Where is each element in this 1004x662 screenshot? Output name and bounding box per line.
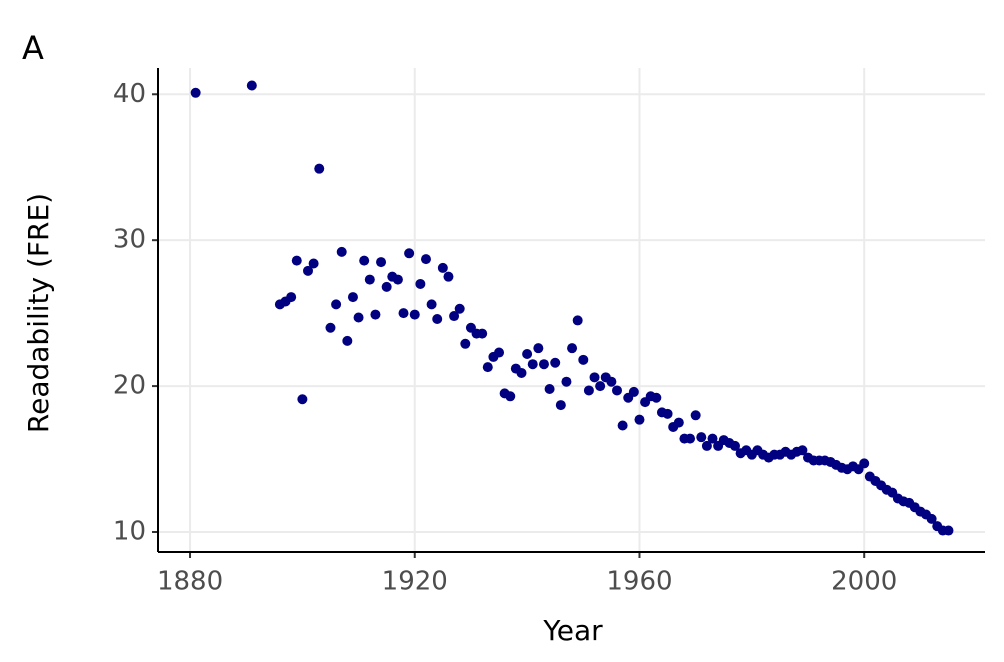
point [595,381,606,392]
point [555,400,566,411]
point [246,80,257,91]
point [859,458,870,469]
point [376,257,387,268]
point [673,417,684,428]
point [331,299,342,310]
point [634,414,645,425]
point [662,408,673,419]
point [190,87,201,98]
point [701,440,712,451]
point [291,255,302,266]
point [370,309,381,320]
point [516,367,527,378]
point [404,248,415,259]
x-tick-label: 1880 [157,567,223,597]
y-tick-label: 30 [113,225,146,255]
y-tick-label: 20 [113,371,146,401]
point [612,385,623,396]
point [303,265,314,276]
point [359,255,370,266]
point [381,281,392,292]
point [432,313,443,324]
point [522,348,533,359]
point [420,254,431,265]
point [943,525,954,536]
point [314,163,325,174]
point [729,440,740,451]
point [409,309,420,320]
point [544,384,555,395]
point [567,343,578,354]
point [583,385,594,396]
y-axis-label: Readability (FRE) [22,193,55,433]
point [533,343,544,354]
point [398,308,409,319]
point [336,246,347,257]
point [628,386,639,397]
point [342,335,353,346]
panel-label: A [22,29,44,67]
point [797,445,808,456]
point [415,278,426,289]
point [482,362,493,373]
point [286,292,297,303]
point [561,376,572,387]
point [707,433,718,444]
point [460,338,471,349]
y-tick-label: 10 [113,517,146,547]
point [578,354,589,365]
point [550,357,561,368]
point [690,410,701,421]
point [297,394,308,405]
point [437,262,448,273]
point [308,258,319,269]
point [426,299,437,310]
point [347,292,358,303]
point [353,312,364,323]
point [606,376,617,387]
point [926,513,937,524]
point [392,274,403,285]
point [477,328,488,339]
point [325,322,336,333]
point [494,347,505,358]
point [617,420,628,431]
x-tick-label: 2000 [831,567,897,597]
point [651,392,662,403]
x-tick-label: 1960 [606,567,672,597]
point [572,315,583,326]
y-tick-label: 40 [113,79,146,109]
point [449,311,460,322]
point [527,359,538,370]
point [589,372,600,383]
point [364,274,375,285]
point [685,433,696,444]
point [443,271,454,282]
point [454,303,465,314]
point [505,391,516,402]
x-tick-label: 1920 [382,567,448,597]
point [538,359,549,370]
x-axis-label: Year [542,614,603,647]
point [696,432,707,443]
